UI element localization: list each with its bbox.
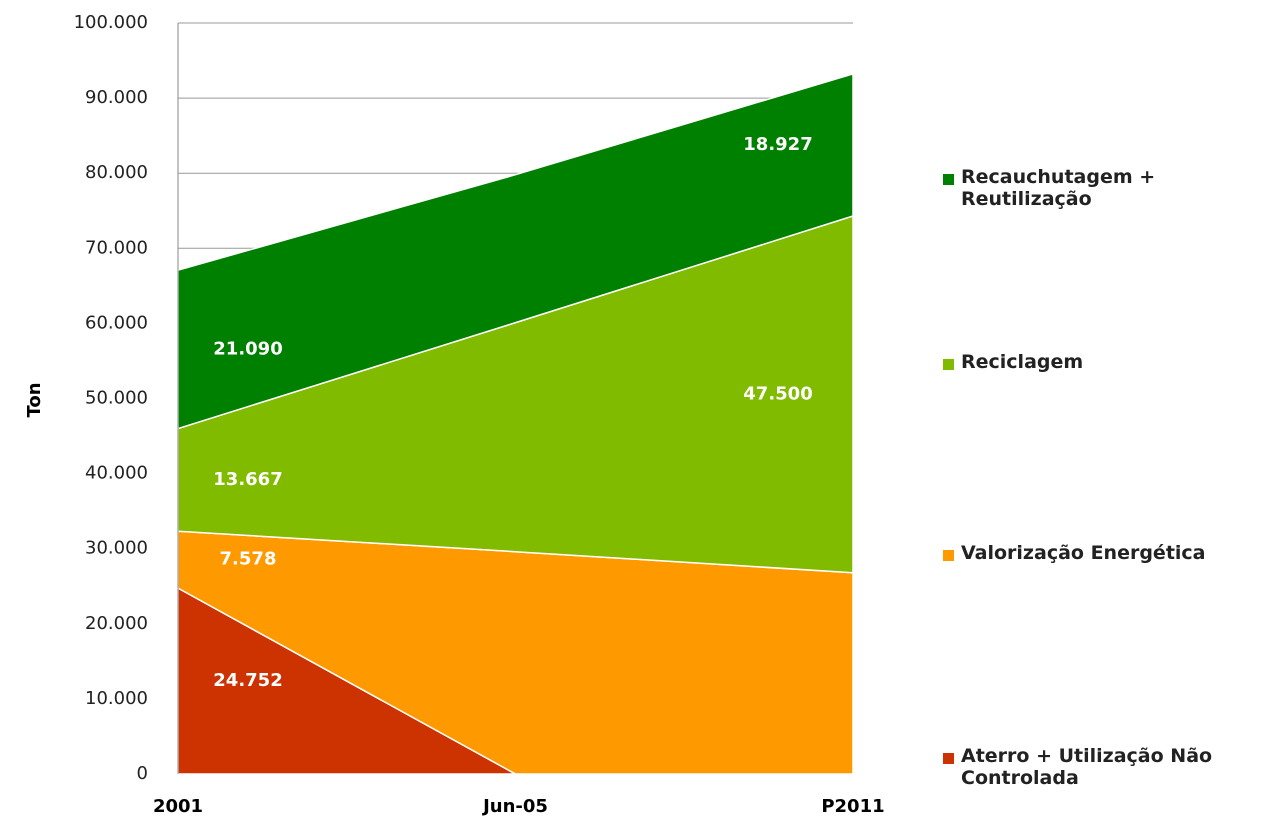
legend-swatch <box>943 550 954 561</box>
legend-swatch <box>943 174 954 185</box>
y-tick-label: 100.000 <box>74 12 148 33</box>
legend-swatch <box>943 359 954 370</box>
y-tick-label: 70.000 <box>85 237 148 258</box>
legend-swatch <box>943 753 954 764</box>
y-tick-label: 90.000 <box>85 87 148 108</box>
data-label: 21.090 <box>213 338 282 359</box>
y-tick-label: 50.000 <box>85 388 148 409</box>
y-tick-label: 60.000 <box>85 312 148 333</box>
data-label: 47.500 <box>743 383 812 404</box>
legend-item: Recauchutagem + Reutilização <box>943 166 1233 210</box>
data-label: 18.927 <box>743 134 812 155</box>
legend-item: Aterro + Utilização Não Controlada <box>943 745 1233 789</box>
y-tick-label: 40.000 <box>85 463 148 484</box>
legend-label: Reciclagem <box>961 351 1084 373</box>
x-tick-label: P2011 <box>821 796 884 817</box>
x-tick-label: 2001 <box>153 796 203 817</box>
legend-item: Valorização Energética <box>943 542 1233 564</box>
y-tick-label: 20.000 <box>85 613 148 634</box>
data-label: 13.667 <box>213 469 282 490</box>
y-axis-title: Ton <box>24 382 45 417</box>
x-tick-label: Jun-05 <box>481 796 548 817</box>
legend-item: Reciclagem <box>943 351 1233 373</box>
data-label: 7.578 <box>220 549 277 570</box>
y-tick-label: 80.000 <box>85 162 148 183</box>
y-tick-label: 0 <box>137 763 148 784</box>
data-label: 24.752 <box>213 670 282 691</box>
y-tick-label: 30.000 <box>85 538 148 559</box>
legend-label: Valorização Energética <box>961 542 1206 564</box>
y-tick-label: 10.000 <box>85 688 148 709</box>
legend-label: Aterro + Utilização Não Controlada <box>961 745 1213 789</box>
legend-label: Recauchutagem + Reutilização <box>961 166 1156 210</box>
